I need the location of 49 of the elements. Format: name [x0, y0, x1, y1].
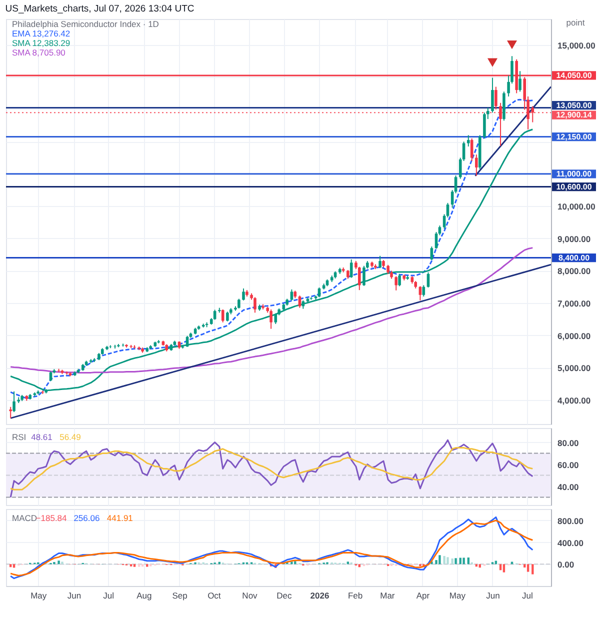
text: US_Markets_charts, Jul 07, 2026 13:04 UTC: [5, 4, 194, 14]
ref-line-label: 14,050.00: [556, 70, 592, 80]
x-tick-label: Mar: [380, 590, 395, 600]
x-tick-label: Oct: [208, 590, 222, 600]
x-tick-label: Dec: [276, 590, 292, 600]
x-tick-label: Nov: [242, 590, 258, 600]
text: EMA 13,276.42: [12, 28, 70, 38]
series-label: 48.61: [31, 432, 53, 442]
x-tick-label: Jun: [486, 590, 500, 600]
x-tick-label: Apr: [416, 590, 430, 600]
x-tick-label: Feb: [348, 590, 363, 600]
text: RSI: [12, 432, 26, 442]
y-tick-label: 7,000.00: [558, 298, 591, 308]
text: 441.91: [106, 513, 134, 523]
x-tick-label: May: [449, 590, 466, 600]
text: SMA 12,383.29: [12, 38, 70, 48]
text: MACD: [12, 513, 38, 523]
ref-line-label: 10,600.00: [556, 182, 592, 192]
y-tick-label: 0.00: [558, 560, 574, 570]
y-tick-label: 4,000.00: [558, 395, 591, 406]
y-tick-label: 15,000.00: [558, 40, 596, 50]
y-tick-label: 800.00: [558, 516, 584, 526]
ref-line-label: 8,400.00: [558, 253, 590, 262]
ref-line-label: 11,000.00: [556, 169, 592, 178]
y-tick-label: 9,000.00: [558, 234, 591, 244]
ref-line-label: 13,050.00: [556, 100, 592, 110]
y-tick-label: 5,000.00: [558, 363, 591, 374]
y-tick-label: 6,000.00: [558, 330, 591, 341]
text: 256.06: [74, 513, 100, 523]
x-tick-label: Aug: [136, 590, 152, 600]
y-tick-label: 10,000.00: [558, 202, 596, 212]
ref-line-label: 12,150.00: [556, 132, 592, 142]
y-tick-label: 400.00: [558, 538, 584, 548]
y-tick-label: 60.00: [558, 460, 580, 470]
x-tick-label: Jul: [103, 590, 114, 600]
x-tick-label: Sep: [172, 590, 188, 600]
x-tick-label: 2026: [310, 590, 330, 600]
ref-line-label: 12,900.14: [556, 110, 592, 120]
y-tick-label: 40.00: [558, 482, 580, 492]
y-tick-label: 80.00: [558, 438, 580, 448]
x-tick-label: Jun: [67, 590, 82, 600]
text: SMA 8,705.90: [12, 48, 66, 58]
y-tick-label: 8,000.00: [558, 266, 591, 276]
chart-title: Philadelphia Semiconductor Index · 1D: [12, 19, 159, 29]
text: −185.84: [36, 513, 68, 523]
series-label: 56.49: [60, 432, 82, 442]
x-tick-label: Jul: [522, 590, 533, 600]
y-axis-title: point: [566, 18, 586, 28]
x-tick-label: May: [30, 590, 48, 600]
